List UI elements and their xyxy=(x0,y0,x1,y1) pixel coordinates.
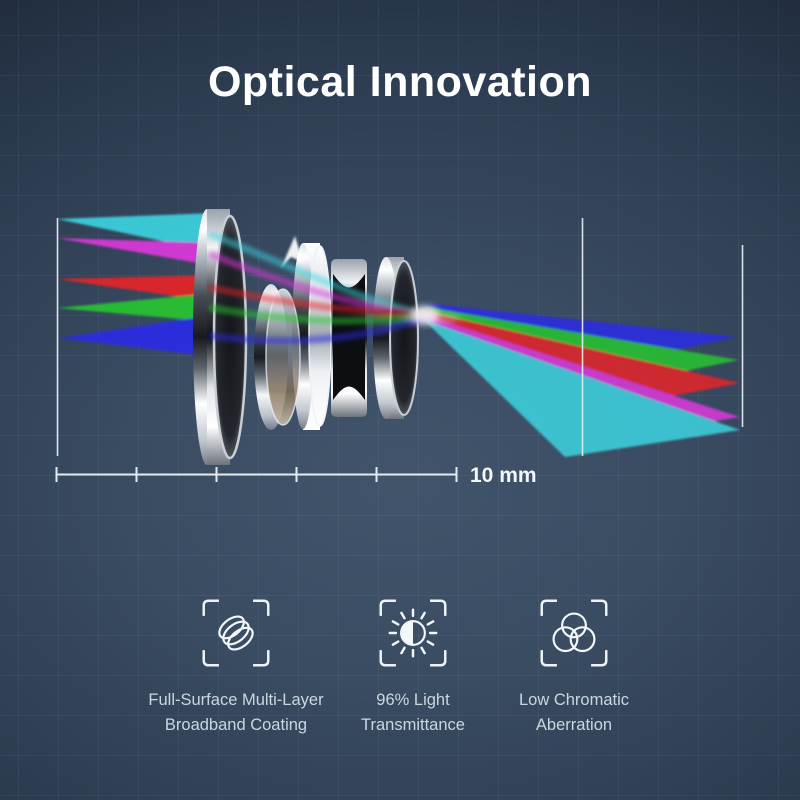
frame-brackets xyxy=(540,599,608,667)
feature-aberration-line1: Low Chromatic xyxy=(518,691,630,709)
scale-label: 10 mm xyxy=(470,464,537,487)
ray-left-magenta xyxy=(57,238,215,266)
ray-left-blue xyxy=(58,315,215,357)
feature-coating-line2: Broadband Coating xyxy=(164,716,308,734)
internal-rays xyxy=(208,231,428,345)
lens-element-5 xyxy=(373,257,419,419)
rgb-circles-icon xyxy=(540,599,608,667)
ray-left-green xyxy=(57,293,215,322)
feature-transmittance-line2: Transmittance xyxy=(361,716,465,734)
feature-aberration-label: Low Chromatic Aberration xyxy=(479,688,669,738)
sun-rays xyxy=(388,608,438,658)
lens-glint xyxy=(281,236,303,268)
streak-red xyxy=(208,284,428,319)
sun-half-icon xyxy=(379,599,447,667)
incoming-rays xyxy=(57,213,215,357)
feature-transmittance-line1: 96% Light xyxy=(376,691,450,709)
frame-brackets xyxy=(379,599,447,667)
streak-cyan xyxy=(208,231,428,318)
feature-transmittance-label: 96% Light Transmittance xyxy=(323,688,503,738)
measure-lines xyxy=(56,218,744,456)
feature-aberration: Low Chromatic Aberration xyxy=(479,596,669,738)
streak-blue xyxy=(208,315,428,345)
feature-coating-line1: Full-Surface Multi-Layer xyxy=(148,691,324,709)
feature-coating: Full-Surface Multi-Layer Broadband Coati… xyxy=(96,596,376,738)
feature-coating-label: Full-Surface Multi-Layer Broadband Coati… xyxy=(96,688,376,738)
focal-glow-halo xyxy=(400,312,460,324)
feature-aberration-line2: Aberration xyxy=(535,716,613,734)
feature-transmittance: 96% Light Transmittance xyxy=(323,596,503,738)
ray-left-red xyxy=(57,275,215,302)
frame-brackets xyxy=(202,599,270,667)
scale-ruler xyxy=(55,467,458,482)
page-title: Optical Innovation xyxy=(207,58,593,106)
lens-coating-icon xyxy=(202,599,270,667)
